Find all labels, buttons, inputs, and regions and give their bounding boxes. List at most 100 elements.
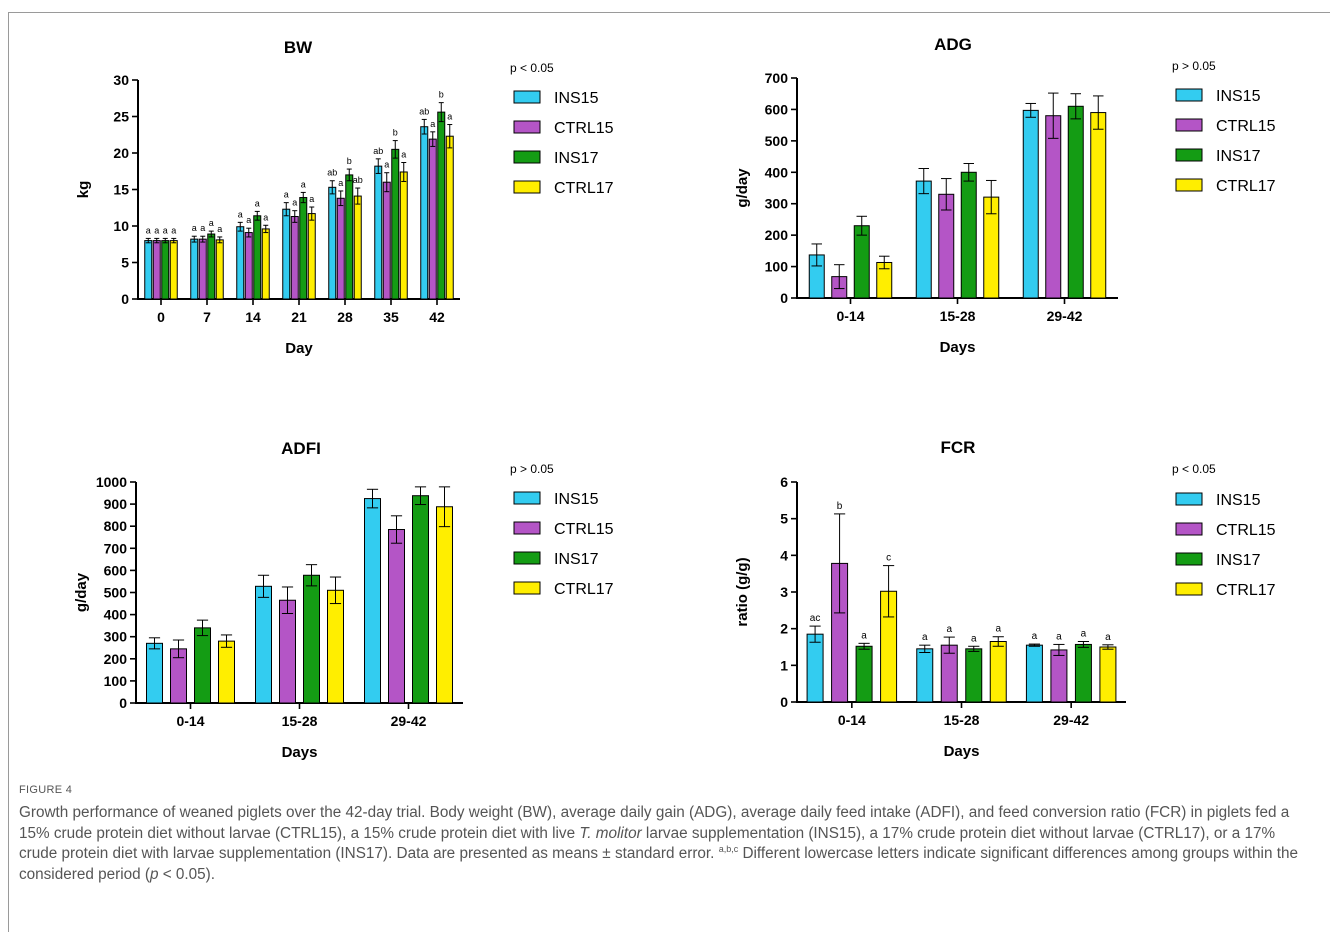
bw-x-tick-label: 14	[245, 309, 261, 325]
bw-legend-label: INS17	[554, 150, 599, 167]
fcr-legend-label: CTRL17	[1216, 582, 1276, 599]
adfi-bar-ctrl17	[218, 640, 235, 704]
adg-bar-ins17	[960, 171, 977, 299]
adfi-y-tick-label: 0	[119, 695, 127, 711]
fcr-significance-letter: a	[1105, 632, 1111, 643]
adg-legend-label: CTRL15	[1216, 118, 1276, 135]
adg-legend-swatch-ins15	[1175, 88, 1203, 102]
adfi-y-tick-label: 1000	[96, 474, 127, 490]
bw-bar-ctrl15	[198, 238, 207, 300]
fcr-y-axis-label: ratio (g/g)	[734, 557, 751, 626]
adg-legend-label: INS17	[1216, 148, 1261, 165]
bw-significance-letter: a	[430, 119, 435, 129]
adfi-bar-ins15	[255, 585, 272, 704]
bw-bar-ctrl15	[290, 216, 299, 300]
bw-y-tick-label: 20	[113, 145, 129, 161]
bw-bar-ins15	[420, 126, 429, 300]
adfi-bar-ins17	[303, 574, 320, 704]
adg-y-tick-label: 200	[765, 227, 789, 243]
adg-chart: ADG p > 0.05 0 100 200 300 400 500 600 700 g/day 0-…	[734, 35, 1276, 356]
bw-bar-ctrl17	[353, 195, 362, 300]
bw-significance-letter: a	[384, 160, 389, 170]
fcr-legend-label: CTRL15	[1216, 522, 1276, 539]
fcr-y-tick-label: 3	[780, 584, 788, 600]
adfi-legend-swatch-ins17	[513, 551, 541, 565]
caption-text-2: larvae supplementation (INS15), a 17% cr…	[19, 824, 1276, 863]
fcr-significance-letter: a	[922, 632, 928, 643]
adfi-bar-ins15	[364, 498, 381, 704]
adg-x-tick-label: 0-14	[836, 308, 864, 324]
adfi-y-tick-label: 700	[104, 540, 128, 556]
fcr-y-tick-label: 1	[780, 657, 788, 673]
bw-bar-ins17	[161, 240, 170, 300]
adfi-pvalue: p > 0.05	[510, 462, 554, 476]
bw-significance-letter: a	[163, 225, 168, 235]
fcr-significance-letter: a	[995, 624, 1001, 635]
caption-species: T. molitor	[579, 824, 642, 842]
fcr-legend-swatch-ctrl17	[1175, 582, 1203, 596]
adg-legend-swatch-ctrl17	[1175, 178, 1203, 192]
adfi-x-tick-label: 15-28	[282, 713, 318, 729]
bw-bar-ctrl17	[399, 171, 408, 300]
fcr-pvalue: p < 0.05	[1172, 462, 1216, 476]
bw-title: BW	[284, 38, 313, 57]
bw-significance-letter: a	[401, 149, 406, 159]
adfi-bar-ctrl15	[388, 529, 405, 704]
adfi-bar-ctrl15	[279, 599, 296, 704]
adfi-legend-swatch-ctrl15	[513, 521, 541, 535]
bw-bar-ctrl15	[336, 197, 345, 300]
fcr-significance-letter: a	[1032, 631, 1038, 642]
fcr-legend-swatch-ins17	[1175, 552, 1203, 566]
adfi-y-tick-label: 100	[104, 673, 128, 689]
adg-y-tick-label: 700	[765, 70, 789, 86]
adfi-x-tick-label: 0-14	[176, 713, 204, 729]
adg-legend-swatch-ctrl15	[1175, 118, 1203, 132]
bw-significance-letter: a	[246, 215, 251, 225]
caption-text-3: Different lowercase letters indicate sig…	[19, 845, 1298, 883]
bw-bar-ins15	[144, 240, 153, 300]
fcr-title: FCR	[941, 438, 976, 457]
fcr-bar-ins17	[1074, 643, 1092, 703]
bw-significance-letter: b	[347, 156, 352, 166]
fcr-x-tick-label: 0-14	[838, 712, 866, 728]
bw-bar-ins15	[190, 238, 199, 300]
bw-bar-ins15	[236, 226, 245, 300]
adfi-chart: ADFI p > 0.05 0 100 200 300 400 500 600 700 800 900…	[73, 439, 614, 761]
fcr-significance-letter: a	[1081, 629, 1087, 640]
bw-significance-letter: a	[192, 223, 197, 233]
fcr-x-tick-label: 29-42	[1053, 712, 1089, 728]
fcr-bar-ins15	[916, 648, 934, 703]
bw-legend-label: INS15	[554, 90, 599, 107]
adg-legend-label: INS15	[1216, 88, 1261, 105]
bw-bar-ctrl17	[169, 240, 178, 300]
adfi-x-tick-label: 29-42	[391, 713, 427, 729]
bw-bar-ins17	[345, 174, 354, 300]
adg-y-tick-label: 0	[780, 290, 788, 306]
bw-y-tick-label: 30	[113, 72, 129, 88]
fcr-x-tick-label: 15-28	[944, 712, 980, 728]
bw-significance-letter: ab	[353, 175, 363, 185]
adfi-title: ADFI	[281, 439, 321, 458]
fcr-bar-ins15	[1025, 644, 1043, 703]
bw-bar-ctrl17	[445, 135, 454, 300]
caption-p-symbol: p	[149, 865, 159, 883]
bw-y-tick-label: 5	[121, 255, 129, 271]
adfi-bar-ctrl17	[436, 506, 453, 704]
bw-legend-label: CTRL15	[554, 120, 614, 137]
bw-significance-letter: a	[255, 198, 260, 208]
fcr-significance-letter: b	[837, 501, 843, 512]
fcr-bar-ins17	[855, 645, 873, 703]
adg-bar-ins17	[1067, 105, 1084, 299]
bw-significance-letter: a	[217, 224, 222, 234]
bw-bar-ctrl15	[382, 181, 391, 300]
bw-x-axis-label: Day	[285, 340, 313, 357]
adfi-y-tick-label: 200	[104, 651, 128, 667]
bw-legend-label: CTRL17	[554, 180, 614, 197]
bw-y-tick-label: 15	[113, 182, 129, 198]
adg-bar-ins17	[853, 225, 870, 299]
fcr-significance-letter: ac	[810, 613, 821, 624]
figure-caption: Growth performance of weaned piglets ove…	[19, 803, 1299, 885]
